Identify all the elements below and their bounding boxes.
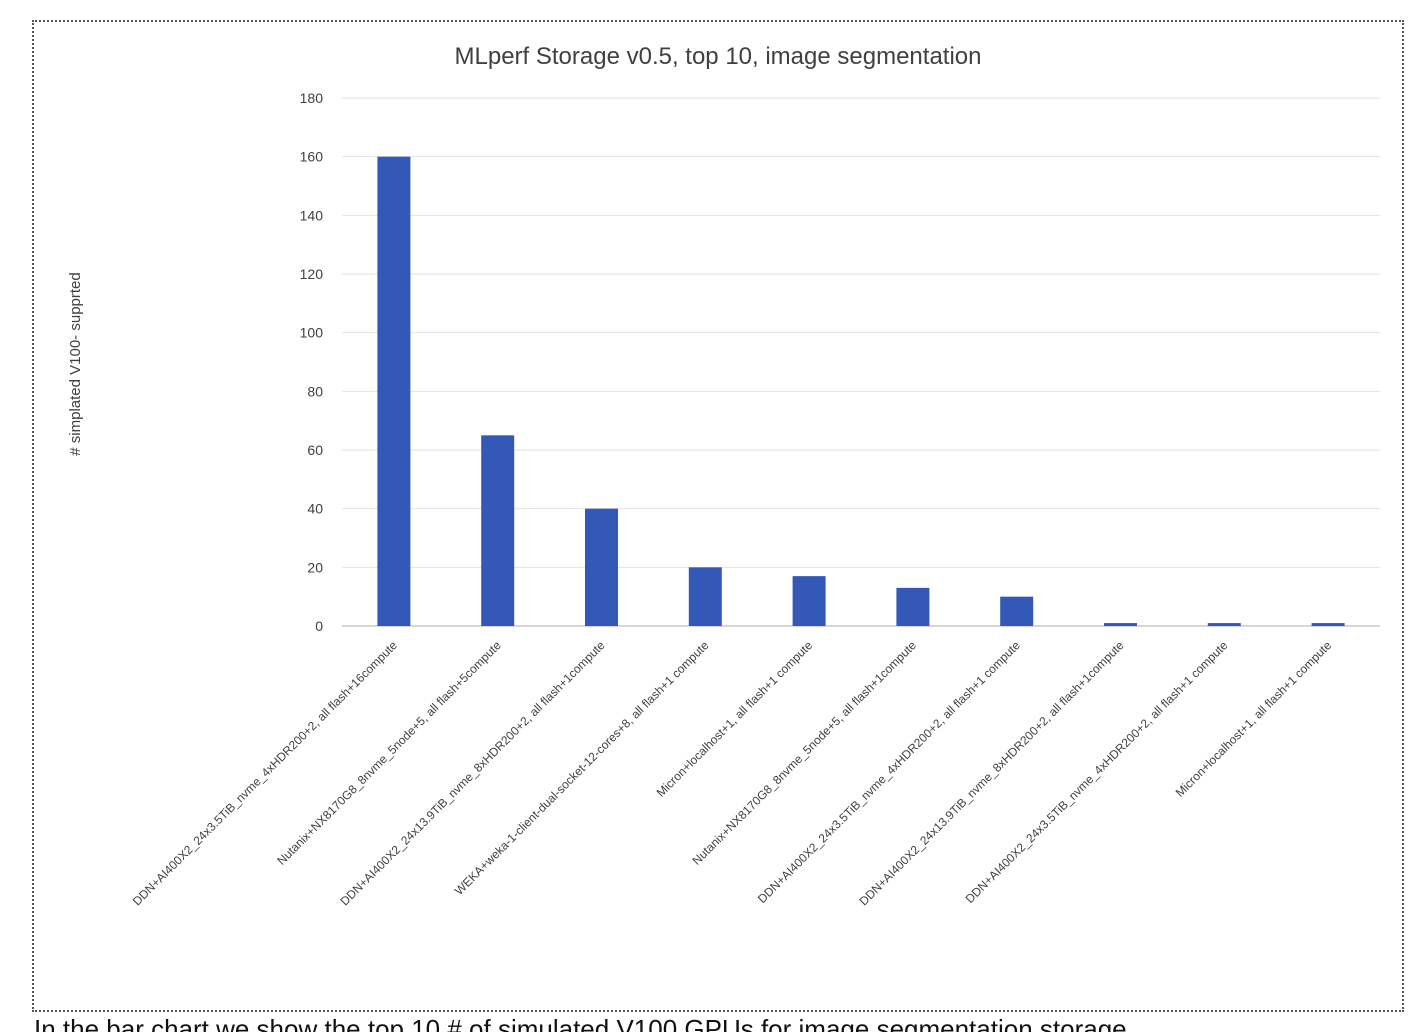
- chart-title: MLperf Storage v0.5, top 10, image segme…: [455, 43, 982, 70]
- y-tick-label: 140: [300, 207, 324, 223]
- bar: [1104, 623, 1137, 626]
- caption-text: In the bar chart we show the top 10 # of…: [34, 1016, 1127, 1032]
- y-tick-label: 20: [307, 559, 323, 575]
- x-tick-label: WEKA+weka-1-client-dual-socket-12-cores+…: [452, 638, 712, 898]
- bar: [1207, 623, 1241, 626]
- bar: [1000, 596, 1034, 626]
- x-tick-labels: DDN+AI400X2_24x3.5TiB_nvme_4xHDR200+2, a…: [130, 638, 1335, 908]
- y-tick-label: 0: [315, 618, 323, 634]
- bar: [792, 576, 826, 626]
- y-tick-label: 100: [300, 325, 324, 341]
- bar: [481, 435, 515, 626]
- y-tick-label: 120: [300, 266, 324, 282]
- gridlines: [342, 97, 1380, 627]
- bars: [377, 156, 1345, 626]
- y-tick-labels: 0 20 40 60 80 100 120 140 160 180: [300, 90, 324, 634]
- y-tick-label: 40: [307, 501, 323, 517]
- chart-frame: [32, 20, 1404, 1012]
- bar: [1311, 623, 1345, 626]
- x-tick-label: Nutanix+NX8170G8_8nvme_5node+5, all flas…: [274, 638, 504, 868]
- bar: [688, 567, 722, 626]
- y-tick-label: 160: [300, 149, 324, 165]
- y-axis-label: # simplated V100- supprted: [67, 272, 84, 455]
- x-tick-label: Nutanix+NX8170G8_8nvme_5node+5, all flas…: [690, 638, 920, 868]
- y-tick-label: 80: [307, 383, 323, 399]
- y-tick-label: 180: [300, 90, 324, 106]
- bar: [585, 508, 618, 626]
- y-tick-label: 60: [307, 442, 323, 458]
- bar: [377, 156, 411, 626]
- bar: [896, 587, 930, 626]
